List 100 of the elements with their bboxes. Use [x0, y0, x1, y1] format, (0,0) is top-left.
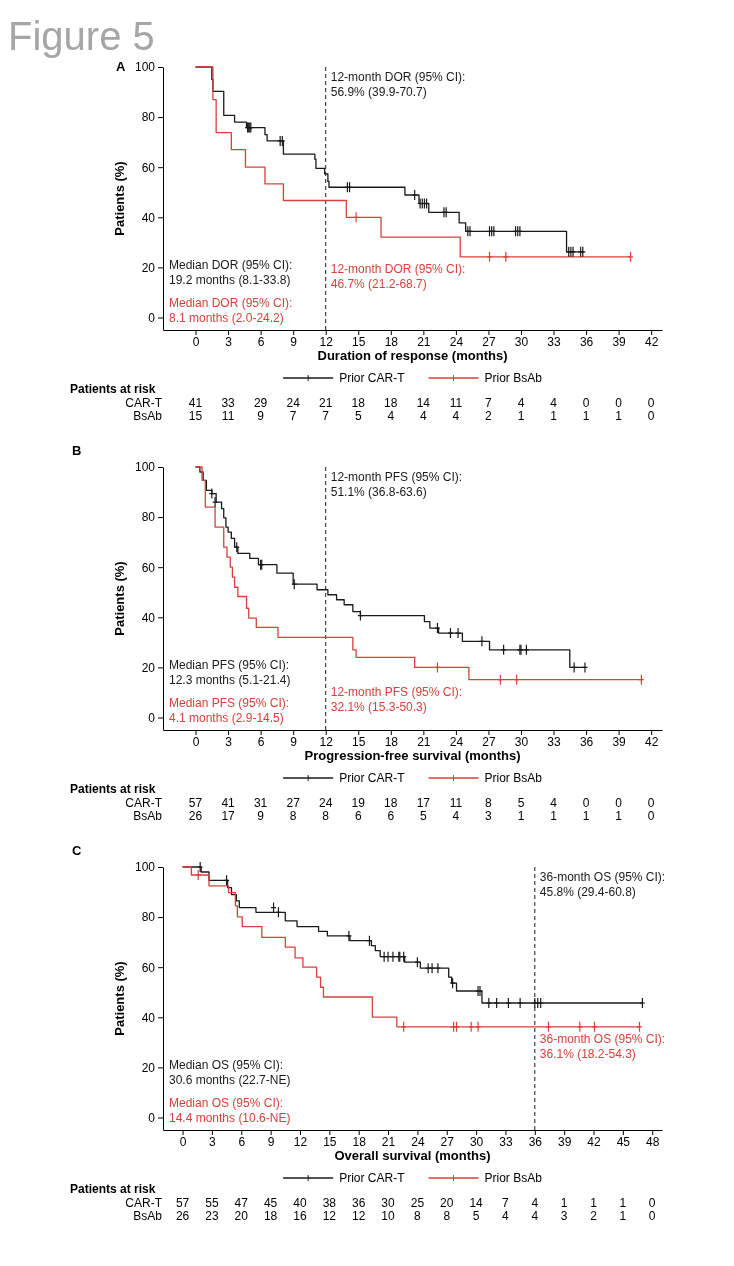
annotation: Median PFS (95% CI): 12.3 months (5.1-21.4) — [169, 658, 291, 687]
annotation: 12-month PFS (95% CI): 51.1% (36.8-63.6) — [330, 470, 463, 499]
y-tick-label: 40 — [141, 610, 156, 625]
x-tick-label: 24 — [449, 334, 464, 349]
x-axis-title: Duration of response (months) — [317, 348, 508, 363]
y-tick-label: 80 — [141, 510, 156, 525]
y-tick-label: 60 — [141, 160, 156, 175]
text: CAR-T 57 41 31 27 24 19 18 17 11 8 5 4 0 0 0 — [125, 795, 655, 810]
x-tick-label: 39 — [557, 1134, 572, 1149]
y-tick-label: 100 — [134, 60, 156, 75]
x-tick-label: 9 — [290, 334, 298, 349]
legend-label: Prior BsAb — [484, 371, 543, 385]
x-tick-label: 6 — [257, 334, 265, 349]
x-tick-label: 30 — [514, 334, 529, 349]
x-tick-label: 0 — [179, 1134, 187, 1149]
x-tick-label: 30 — [514, 734, 529, 749]
x-tick-label: 33 — [499, 1134, 513, 1149]
x-axis-title: Progression-free survival (months) — [304, 748, 521, 763]
x-tick-label: 45 — [616, 1134, 631, 1149]
x-tick-label: 3 — [225, 334, 233, 349]
y-tick-label: 0 — [148, 710, 156, 725]
text: Patients at risk — [70, 382, 156, 396]
x-tick-label: 15 — [323, 1134, 337, 1149]
x-tick-label: 9 — [267, 1134, 275, 1149]
annotation: 12-month PFS (95% CI): 32.1% (15.3-50.3) — [330, 684, 463, 714]
x-tick-label: 48 — [646, 1134, 660, 1149]
x-tick-label: 12 — [319, 734, 334, 749]
x-tick-label: 42 — [644, 734, 659, 749]
y-tick-label: 0 — [148, 1110, 156, 1125]
chart-subtitle: A — [116, 59, 126, 74]
x-tick-label: 6 — [238, 1134, 246, 1149]
x-tick-label: 24 — [449, 734, 464, 749]
y-tick-label: 100 — [134, 460, 156, 475]
x-tick-label: 18 — [352, 1134, 367, 1149]
legend-label: Prior CAR-T — [339, 771, 406, 785]
chart-subtitle: B — [72, 443, 82, 458]
y-tick-label: 100 — [134, 860, 156, 875]
text: CAR-T 41 33 29 24 21 18 18 14 11 7 4 4 0 0 0 — [125, 395, 655, 410]
x-tick-label: 6 — [257, 734, 265, 749]
text: Patients at risk — [70, 1182, 156, 1196]
annotation: 36-month OS (95% CI): 36.1% (18.2-54.3) — [539, 1031, 666, 1061]
legend-label: Prior BsAb — [484, 1171, 543, 1185]
y-tick-label: 0 — [148, 310, 156, 325]
y-axis-title: Patients (%) — [112, 561, 127, 636]
x-tick-label: 0 — [192, 334, 200, 349]
legend-label: Prior CAR-T — [339, 1171, 406, 1185]
annotation: 12-month DOR (95% CI): 56.9% (39.9-70.7) — [330, 70, 466, 99]
y-axis-title: Patients (%) — [112, 961, 127, 1036]
x-tick-label: 42 — [587, 1134, 601, 1149]
x-tick-label: 21 — [381, 1134, 396, 1149]
x-tick-label: 36 — [579, 734, 594, 749]
x-tick-label: 36 — [528, 1134, 543, 1149]
x-tick-label: 15 — [352, 334, 366, 349]
x-tick-label: 18 — [384, 734, 399, 749]
x-tick-label: 3 — [209, 1134, 217, 1149]
x-tick-label: 27 — [482, 734, 496, 749]
x-tick-label: 12 — [293, 1134, 308, 1149]
x-tick-label: 27 — [440, 1134, 455, 1149]
y-tick-label: 20 — [141, 1060, 156, 1075]
x-tick-label: 39 — [612, 734, 627, 749]
text: BsAb 26 17 9 8 8 6 6 5 4 3 1 1 1 1 0 — [133, 809, 655, 823]
y-tick-label: 40 — [141, 210, 156, 225]
annotation: 12-month DOR (95% CI): 46.7% (21.2-68.7) — [330, 261, 466, 291]
text: BsAb 26 23 20 18 16 12 12 10 8 8 5 4 4 3 2 1 0 — [133, 1209, 656, 1223]
chart-title: Figure 5 — [8, 14, 155, 58]
x-tick-label: 3 — [225, 734, 233, 749]
annotation: Median DOR (95% CI): 19.2 months (8.1-33.8) — [169, 258, 293, 287]
annotation: Median OS (95% CI): 30.6 months (22.7-NE) — [169, 1058, 291, 1087]
legend-label: Prior BsAb — [484, 771, 543, 785]
x-tick-label: 21 — [417, 334, 431, 349]
x-tick-label: 9 — [290, 734, 298, 749]
x-tick-label: 0 — [192, 734, 200, 749]
x-tick-label: 30 — [469, 1134, 484, 1149]
y-tick-label: 40 — [141, 1010, 156, 1025]
annotation: Median PFS (95% CI): 4.1 months (2.9-14.5) — [169, 696, 290, 725]
x-tick-label: 18 — [384, 334, 399, 349]
x-tick-label: 39 — [612, 334, 627, 349]
y-tick-label: 80 — [141, 910, 156, 925]
y-axis-title: Patients (%) — [112, 161, 127, 236]
annotation: 36-month OS (95% CI): 45.8% (29.4-60.8) — [539, 870, 666, 899]
legend-label: Prior CAR-T — [339, 371, 406, 385]
text: BsAb 15 11 9 7 7 5 4 4 4 2 1 1 1 1 0 — [133, 409, 655, 423]
x-tick-label: 12 — [319, 334, 334, 349]
y-tick-label: 20 — [141, 260, 156, 275]
x-tick-label: 27 — [482, 334, 496, 349]
y-tick-label: 20 — [141, 660, 156, 675]
x-tick-label: 24 — [411, 1134, 425, 1149]
x-tick-label: 36 — [579, 334, 594, 349]
chart-subtitle: C — [72, 843, 82, 858]
y-tick-label: 80 — [141, 110, 156, 125]
text: Patients at risk — [70, 782, 156, 796]
x-tick-label: 15 — [352, 734, 366, 749]
x-tick-label: 21 — [417, 734, 431, 749]
annotation: Median DOR (95% CI): 8.1 months (2.0-24.2) — [169, 296, 293, 325]
x-tick-label: 42 — [644, 334, 659, 349]
text: CAR-T 57 55 47 45 40 38 36 30 25 20 14 7 4 1 1 1 0 — [125, 1195, 656, 1210]
y-tick-label: 60 — [141, 560, 156, 575]
x-tick-label: 33 — [547, 334, 562, 349]
x-axis-title: Overall survival (months) — [334, 1148, 491, 1163]
y-tick-label: 60 — [141, 960, 156, 975]
